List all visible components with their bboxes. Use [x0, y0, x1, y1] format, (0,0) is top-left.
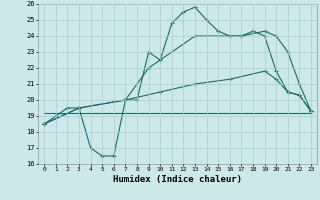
X-axis label: Humidex (Indice chaleur): Humidex (Indice chaleur) — [113, 175, 242, 184]
